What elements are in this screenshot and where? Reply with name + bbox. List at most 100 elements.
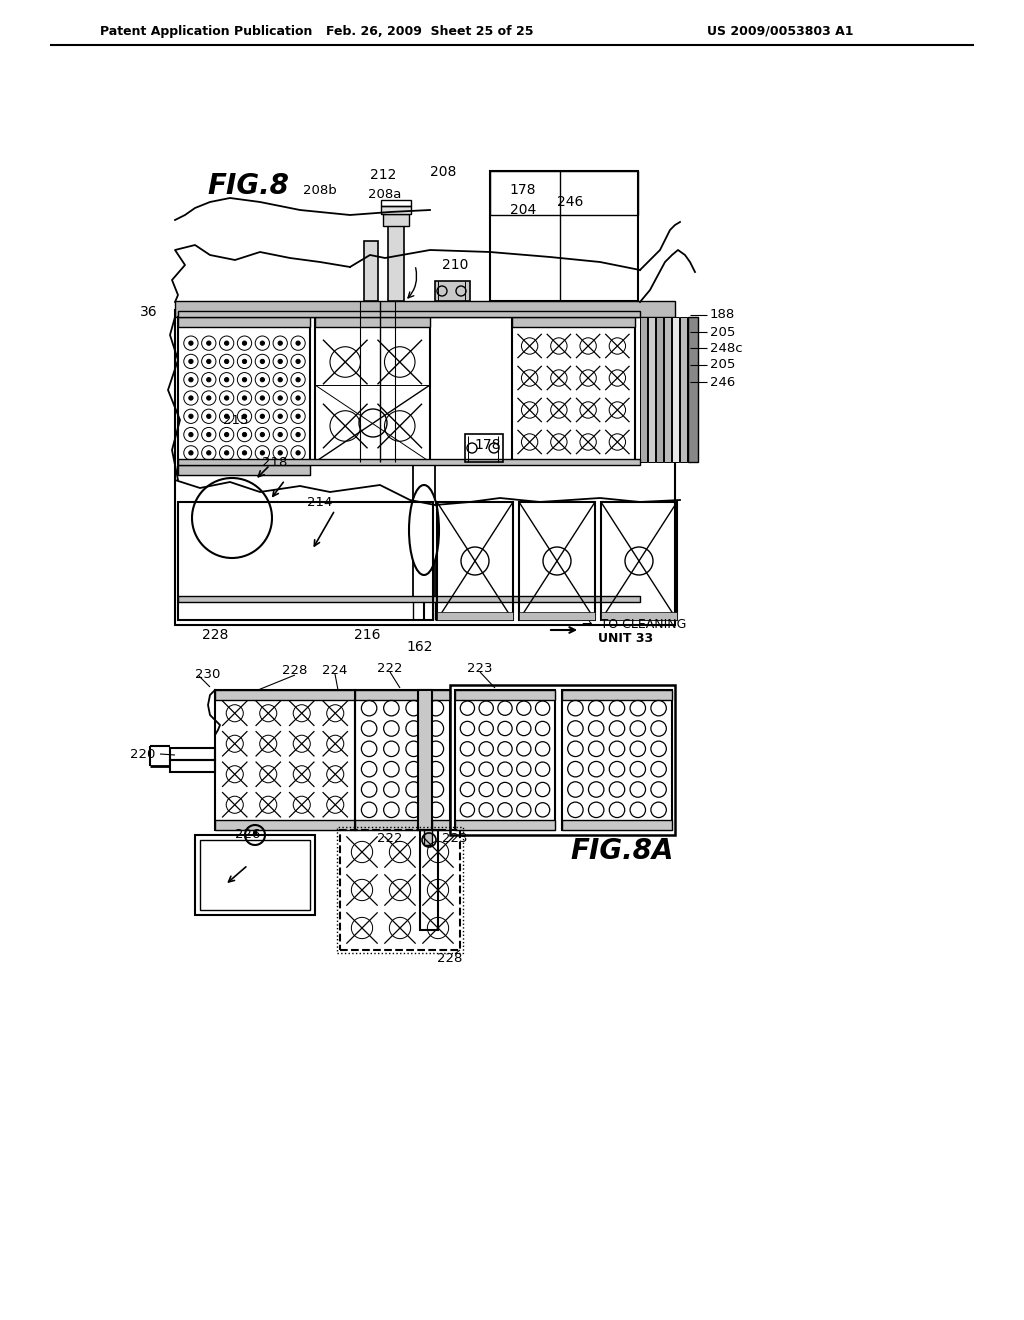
Text: 208: 208 [430,165,456,180]
Circle shape [260,378,264,381]
Bar [170,760,215,772]
Text: FIG.8: FIG.8 [207,172,289,201]
Text: 205: 205 [710,326,735,338]
Circle shape [279,450,283,455]
Bar [601,502,677,620]
Circle shape [188,341,194,346]
Circle shape [260,450,264,455]
Circle shape [243,414,247,418]
Bar [437,502,513,620]
Circle shape [207,414,211,418]
Circle shape [279,433,283,437]
Bar [200,840,310,909]
Bar [656,317,663,462]
Text: 228: 228 [283,664,307,676]
Bar [648,317,655,462]
Circle shape [279,396,283,400]
Text: 208b: 208b [303,183,337,197]
Bar [420,830,438,931]
Text: 223: 223 [442,832,468,845]
Circle shape [260,341,264,346]
Bar [355,690,450,830]
Bar [519,612,595,620]
Circle shape [188,450,194,455]
Text: Feb. 26, 2009  Sheet 25 of 25: Feb. 26, 2009 Sheet 25 of 25 [327,25,534,38]
Circle shape [207,359,211,363]
Bar [355,690,450,700]
Bar [178,459,640,465]
Circle shape [207,378,211,381]
Circle shape [279,378,283,381]
Text: 246: 246 [710,375,735,388]
Circle shape [188,359,194,363]
Text: 222: 222 [377,661,402,675]
Text: 216: 216 [353,628,380,642]
Text: →  TO CLEANING: → TO CLEANING [582,619,686,631]
Text: 205: 205 [710,359,735,371]
Circle shape [188,414,194,418]
Bar [355,820,450,830]
Bar [562,820,672,830]
Circle shape [207,396,211,400]
Circle shape [224,341,228,346]
Text: 212: 212 [370,168,396,182]
Text: 228: 228 [437,952,463,965]
Text: 215: 215 [222,413,248,426]
Bar [435,281,470,301]
Bar [340,830,460,950]
Bar [413,462,435,601]
Bar [672,317,679,462]
Bar [519,502,595,620]
Text: 210: 210 [441,257,468,272]
Text: 208a: 208a [369,189,401,202]
Bar [381,206,411,214]
Bar [680,317,687,462]
Circle shape [296,414,300,418]
Bar [601,612,677,620]
Text: 246: 246 [557,195,584,209]
Bar [215,690,355,830]
Text: 36: 36 [140,305,158,319]
Bar [178,317,310,327]
Text: 224: 224 [323,664,348,676]
Text: 248c: 248c [710,342,742,355]
Text: 218: 218 [262,455,288,469]
Bar [455,690,555,830]
Bar [364,242,378,301]
Bar [215,820,355,830]
Text: FIG.8A: FIG.8A [570,837,674,865]
Text: 220: 220 [130,747,155,760]
Ellipse shape [409,484,439,576]
Circle shape [296,341,300,346]
Bar [455,690,555,700]
Bar [381,201,411,206]
Bar [490,172,638,215]
Circle shape [188,433,194,437]
Text: 178: 178 [510,183,537,197]
Text: 204: 204 [510,203,537,216]
Circle shape [243,450,247,455]
Bar [337,828,463,953]
Bar [315,317,430,327]
Circle shape [224,378,228,381]
Bar [450,685,675,836]
Bar [195,836,315,915]
Bar [418,690,432,830]
Text: US 2009/0053803 A1: US 2009/0053803 A1 [707,25,853,38]
Circle shape [207,450,211,455]
Circle shape [243,359,247,363]
Bar [562,690,672,830]
Circle shape [296,396,300,400]
Bar [175,310,675,624]
Circle shape [243,396,247,400]
Circle shape [296,359,300,363]
Circle shape [243,341,247,346]
Circle shape [207,341,211,346]
Circle shape [279,359,283,363]
Circle shape [224,433,228,437]
Circle shape [224,414,228,418]
Bar [664,317,671,462]
Bar [170,748,215,760]
Circle shape [188,396,194,400]
Bar [215,690,355,700]
